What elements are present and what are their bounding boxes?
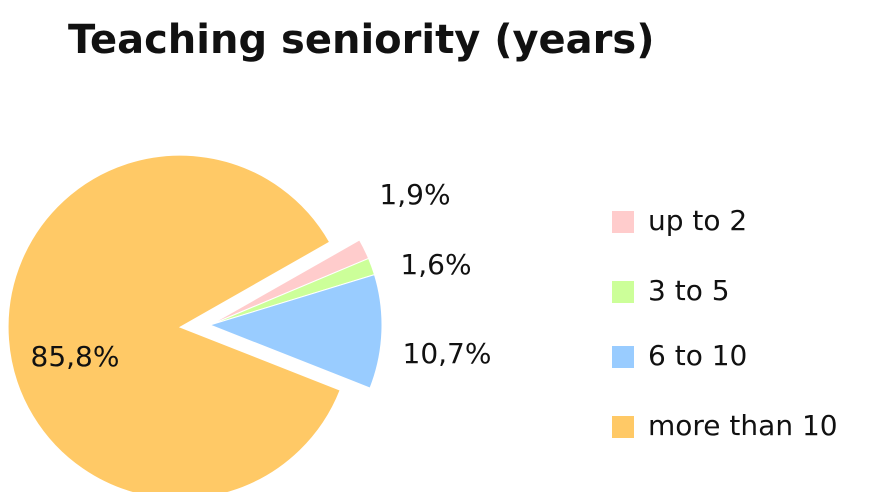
pie-slice — [208, 274, 383, 389]
legend-swatch — [612, 211, 634, 233]
data-label: 10,7% — [403, 337, 492, 370]
legend-label: 3 to 5 — [648, 274, 730, 307]
legend-label: 6 to 10 — [648, 339, 747, 372]
chart-title: Teaching seniority (years) — [68, 17, 654, 63]
data-label: 85,8% — [31, 340, 120, 373]
legend-label: more than 10 — [648, 409, 838, 442]
legend-swatch — [612, 281, 634, 303]
data-label: 1,9% — [379, 178, 450, 211]
legend-swatch — [612, 346, 634, 368]
data-label: 1,6% — [400, 248, 471, 281]
legend-swatch — [612, 416, 634, 438]
pie-slice — [7, 154, 341, 492]
legend-label: up to 2 — [648, 204, 747, 237]
